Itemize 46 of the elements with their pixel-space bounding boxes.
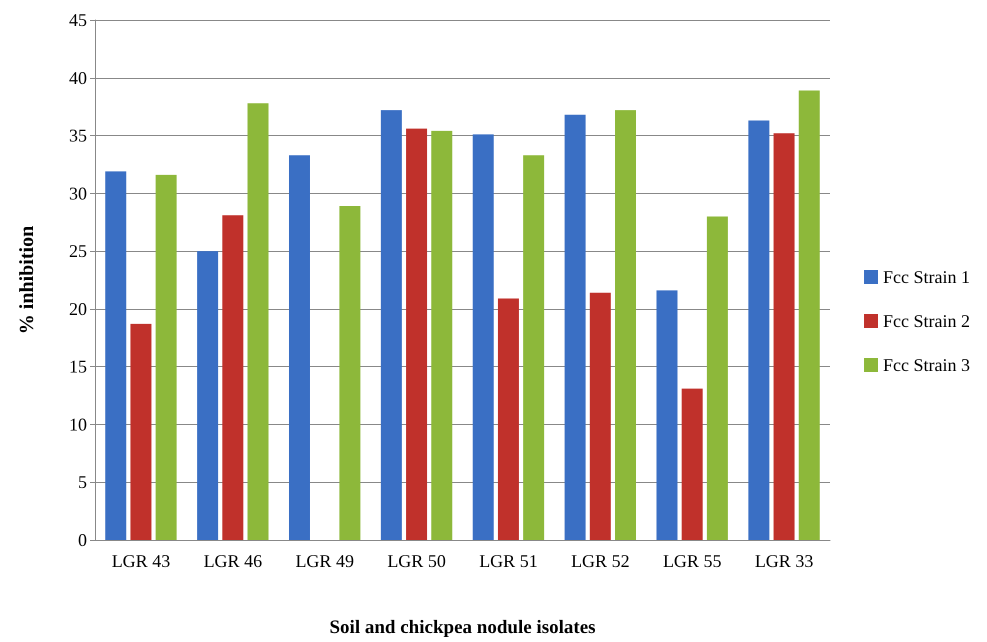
bar <box>706 216 728 540</box>
y-tick-label: 5 <box>78 472 87 492</box>
y-tick-label: 25 <box>69 241 87 262</box>
bar <box>774 133 795 540</box>
bar <box>197 251 218 540</box>
x-tick-label: LGR 43 <box>112 551 170 571</box>
bar <box>615 110 636 540</box>
y-tick-label: 15 <box>69 356 87 377</box>
bar <box>748 120 770 540</box>
bar <box>222 215 244 540</box>
y-tick-label: 35 <box>69 126 87 146</box>
y-tick-label: 45 <box>69 10 87 30</box>
legend-label: Fcc Strain 2 <box>883 311 970 331</box>
y-tick-label: 20 <box>69 298 87 319</box>
legend-label: Fcc Strain 1 <box>883 267 970 287</box>
y-tick-label: 10 <box>69 414 87 434</box>
x-tick-label: LGR 55 <box>662 551 722 571</box>
y-tick-label: 40 <box>69 68 87 88</box>
x-tick-label: LGR 49 <box>295 551 354 571</box>
x-axis-title: Soil and chickpea nodule isolates <box>329 617 596 638</box>
y-axis-title: % inhibition <box>16 226 38 334</box>
x-tick-label: LGR 50 <box>387 551 446 571</box>
bar <box>248 103 269 540</box>
bar <box>656 290 678 540</box>
bar <box>431 130 452 540</box>
bar <box>406 128 428 540</box>
legend-label: Fcc Strain 3 <box>883 355 970 375</box>
bar <box>339 206 360 540</box>
x-tick-label: LGR 46 <box>204 551 262 571</box>
x-tick-label: LGR 33 <box>754 551 814 571</box>
bar <box>590 292 611 540</box>
bar <box>564 114 586 540</box>
x-tick-label: LGR 51 <box>479 551 538 571</box>
bar <box>472 134 494 540</box>
bar <box>156 174 177 540</box>
y-tick-label: 30 <box>69 183 87 204</box>
bar <box>105 171 126 540</box>
bar <box>798 90 820 540</box>
bar <box>498 298 519 540</box>
bar <box>380 110 402 540</box>
bar <box>682 388 703 540</box>
bar <box>523 155 544 540</box>
y-tick-label: 0 <box>78 530 87 550</box>
x-tick-label: LGR 52 <box>571 551 630 571</box>
bar <box>288 155 310 540</box>
bar <box>130 324 152 540</box>
